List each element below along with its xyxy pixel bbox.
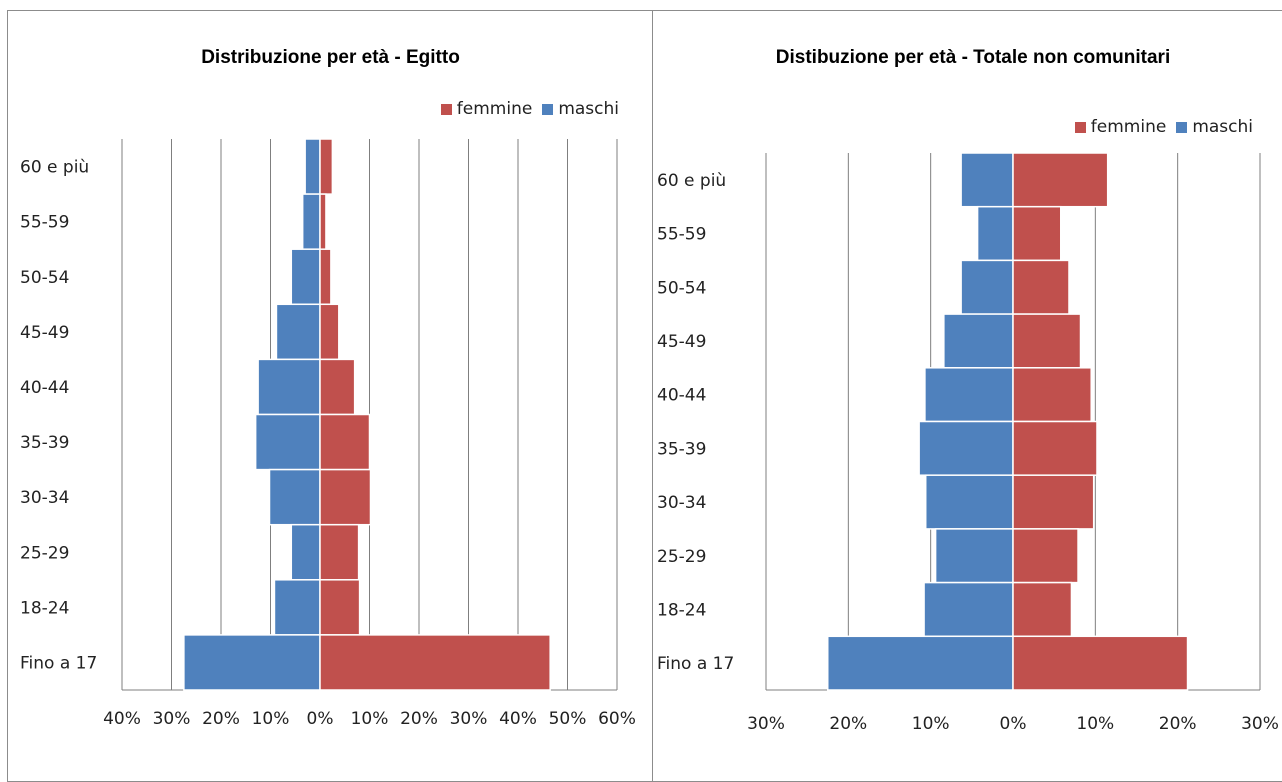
bar-femmine-8: [1012, 581, 1073, 638]
x-tick-label: 10%: [351, 709, 389, 729]
bar-maschi-0: [304, 138, 321, 195]
bar-maschi-8: [273, 579, 321, 636]
legend-item-femmine: femmine: [1074, 117, 1167, 137]
x-tick-label: 60%: [598, 709, 636, 729]
bar-maschi-0: [960, 152, 1014, 208]
category-label: 55-59: [20, 213, 69, 233]
bar-femmine-4: [319, 358, 356, 416]
bar-maschi-5: [254, 413, 321, 471]
x-tick-label: 20%: [400, 709, 438, 729]
category-label: 18-24: [657, 600, 706, 620]
x-tick-label: 30%: [747, 714, 785, 734]
bar-femmine-1: [319, 193, 327, 250]
x-tick-label: 30%: [450, 709, 488, 729]
bar-femmine-9: [1012, 635, 1189, 691]
bar-maschi-6: [268, 468, 321, 526]
bar-maschi-7: [290, 523, 321, 581]
bar-femmine-7: [319, 523, 360, 581]
legend-label-femmine: femmine: [456, 99, 533, 119]
bar-femmine-4: [1012, 367, 1092, 423]
bar-maschi-4: [924, 367, 1014, 423]
legend-item-maschi: maschi: [542, 99, 619, 119]
bar-maschi-6: [924, 474, 1014, 530]
x-tick-label: 0%: [1000, 714, 1027, 734]
bar-maschi-4: [257, 358, 321, 416]
bar-femmine-0: [1012, 152, 1109, 208]
bar-femmine-5: [1012, 420, 1098, 476]
bar-femmine-8: [319, 579, 361, 636]
bar-maschi-2: [960, 259, 1014, 315]
category-label: 25-29: [20, 543, 69, 563]
bar-maschi-3: [275, 303, 321, 361]
category-label: 30-34: [657, 493, 706, 513]
category-label: 18-24: [20, 598, 69, 618]
bar-femmine-6: [1012, 474, 1095, 530]
x-tick-label: 20%: [202, 709, 240, 729]
legend-swatch-femmine: [440, 103, 452, 115]
x-tick-label: 40%: [103, 709, 141, 729]
bar-maschi-1: [976, 205, 1014, 262]
bar-maschi-7: [934, 528, 1014, 584]
bar-maschi-3: [943, 313, 1014, 369]
legend-swatch-femmine: [1074, 121, 1086, 133]
x-tick-label: 10%: [252, 709, 290, 729]
bar-femmine-6: [319, 468, 372, 526]
category-label: 45-49: [20, 323, 69, 343]
x-tick-label: 30%: [1241, 714, 1279, 734]
chart-title: Distibuzione per età - Totale non comuni…: [775, 47, 1171, 68]
x-tick-label: 10%: [1076, 714, 1114, 734]
category-label: Fino a 17: [20, 653, 97, 673]
legend-label-femmine: femmine: [1090, 117, 1167, 137]
category-label: 40-44: [657, 386, 706, 406]
category-label: 55-59: [657, 225, 706, 245]
bar-maschi-9: [183, 634, 321, 691]
bar-maschi-2: [290, 248, 321, 306]
bar-femmine-1: [1012, 205, 1062, 262]
category-label: 60 e più: [20, 158, 89, 178]
category-label: 25-29: [657, 547, 706, 567]
bar-maschi-8: [923, 581, 1014, 638]
legend-label-maschi: maschi: [1192, 117, 1253, 137]
category-label: 40-44: [20, 378, 69, 398]
legend-label-maschi: maschi: [558, 99, 619, 119]
legend-swatch-maschi: [542, 103, 554, 115]
bar-femmine-5: [319, 413, 371, 471]
category-label: 50-54: [657, 278, 706, 298]
category-label: 30-34: [20, 488, 69, 508]
bar-femmine-0: [319, 138, 334, 195]
x-tick-label: 20%: [829, 714, 867, 734]
category-label: 50-54: [20, 268, 69, 288]
chart-legend: femmine maschi: [1065, 117, 1253, 137]
bar-femmine-3: [1012, 313, 1082, 369]
x-tick-label: 40%: [499, 709, 537, 729]
x-tick-label: 30%: [153, 709, 191, 729]
bar-femmine-9: [319, 634, 551, 691]
x-tick-label: 10%: [912, 714, 950, 734]
bar-femmine-7: [1012, 528, 1079, 584]
x-tick-label: 0%: [307, 709, 334, 729]
category-label: Fino a 17: [657, 654, 734, 674]
x-tick-label: 20%: [1159, 714, 1197, 734]
category-label: 60 e più: [657, 171, 726, 191]
bar-femmine-2: [1012, 259, 1070, 315]
x-tick-label: 50%: [549, 709, 587, 729]
chart-legend: femmine maschi: [431, 99, 619, 119]
legend-swatch-maschi: [1176, 121, 1188, 133]
category-label: 35-39: [657, 439, 706, 459]
bar-femmine-3: [319, 303, 340, 361]
bar-femmine-2: [319, 248, 332, 306]
bar-maschi-1: [301, 193, 321, 250]
legend-item-maschi: maschi: [1176, 117, 1253, 137]
chart-title: Distribuzione per età - Egitto: [201, 47, 460, 68]
category-label: 45-49: [657, 332, 706, 352]
bar-maschi-5: [918, 420, 1014, 476]
legend-item-femmine: femmine: [440, 99, 533, 119]
bar-maschi-9: [827, 635, 1014, 691]
category-label: 35-39: [20, 433, 69, 453]
